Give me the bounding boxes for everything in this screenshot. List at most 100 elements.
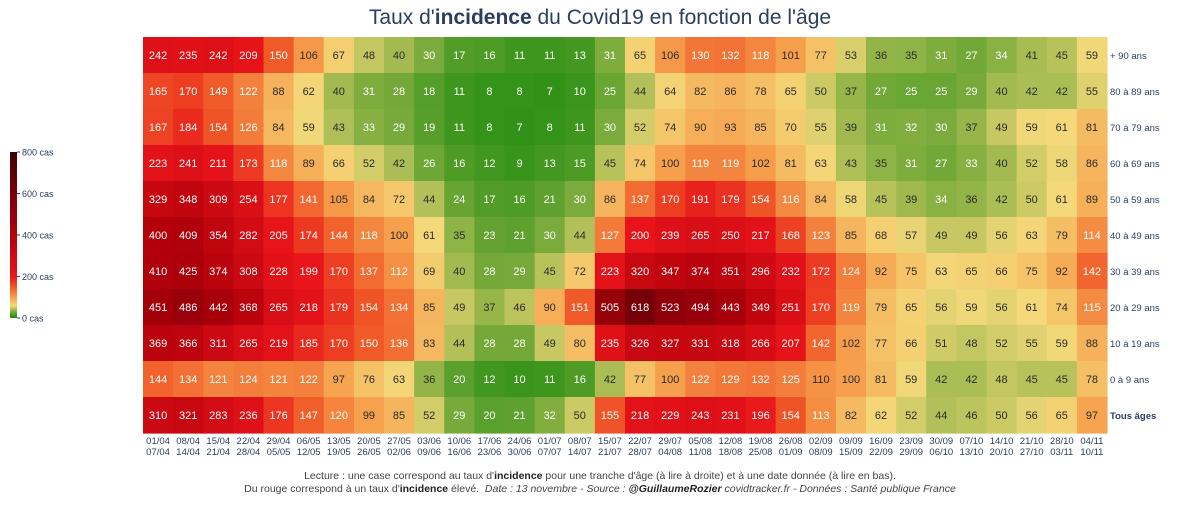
heatmap-cell xyxy=(263,361,295,398)
heatmap-cell xyxy=(323,217,355,254)
cell-value-label: 79 xyxy=(1056,230,1068,242)
heatmap-cell xyxy=(625,253,656,290)
cell-value-label: 232 xyxy=(782,266,800,278)
x-tick-label: 27/10 xyxy=(1020,447,1044,458)
cell-value-label: 327 xyxy=(661,338,679,350)
cell-value-label: 77 xyxy=(875,338,887,350)
cell-value-label: 320 xyxy=(631,266,649,278)
cell-value-label: 43 xyxy=(333,122,345,134)
heatmap-cell xyxy=(353,37,385,74)
cell-value-label: 309 xyxy=(209,194,227,206)
cell-value-label: 40 xyxy=(995,86,1007,98)
heatmap-cell xyxy=(715,325,747,362)
cell-value-label: 223 xyxy=(601,266,619,278)
x-tick-label: 21/10 xyxy=(1020,436,1044,447)
cell-value-label: 7 xyxy=(547,86,553,98)
heatmap-cell xyxy=(293,37,325,74)
cell-value-label: 61 xyxy=(423,230,435,242)
cell-value-label: 494 xyxy=(691,302,709,314)
cell-value-label: 218 xyxy=(631,410,649,422)
cell-value-label: 46 xyxy=(965,410,977,422)
heatmap-cell xyxy=(564,145,596,182)
cell-value-label: 149 xyxy=(209,86,227,98)
heatmap-cell xyxy=(715,289,747,326)
footer-line-1: Lecture : une case correspond au taux d'… xyxy=(304,470,896,482)
heatmap-cell xyxy=(1076,217,1108,254)
heatmap-cell xyxy=(233,109,265,146)
heatmap-cell xyxy=(1016,217,1048,254)
heatmap-cell xyxy=(986,145,1018,182)
cell-value-label: 30 xyxy=(544,230,556,242)
heatmap-cell xyxy=(384,181,415,218)
cell-value-label: 12 xyxy=(483,374,495,386)
heatmap-cell xyxy=(625,181,656,218)
cell-value-label: 44 xyxy=(574,230,586,242)
cell-value-label: 231 xyxy=(721,410,739,422)
heatmap-cell xyxy=(203,37,234,74)
heatmap-cell xyxy=(293,289,325,326)
cell-value-label: 618 xyxy=(631,302,649,314)
heatmap-cell xyxy=(745,181,777,218)
heatmap-cell xyxy=(353,109,385,146)
heatmap-cell xyxy=(263,181,295,218)
cell-value-label: 37 xyxy=(965,122,977,134)
cell-value-label: 200 xyxy=(631,230,649,242)
heatmap-cell xyxy=(594,217,626,254)
heatmap-cell xyxy=(956,361,988,398)
heatmap-cell xyxy=(775,109,807,146)
heatmap-cell xyxy=(384,217,415,254)
cell-value-label: 44 xyxy=(634,86,646,98)
heatmap-cell xyxy=(1016,109,1048,146)
cell-value-label: 326 xyxy=(631,338,649,350)
x-tick-label: 28/07 xyxy=(628,447,652,458)
y-tick-label: Tous âges xyxy=(1110,411,1156,422)
heatmap-cell xyxy=(414,145,445,182)
cell-value-label: 154 xyxy=(751,194,769,206)
cell-value-label: 93 xyxy=(724,122,736,134)
heatmap-cell xyxy=(173,109,204,146)
cell-value-label: 70 xyxy=(785,122,797,134)
cell-value-label: 112 xyxy=(390,266,408,278)
cell-value-label: 348 xyxy=(179,194,197,206)
heatmap-cell xyxy=(986,253,1018,290)
x-tick-label: 29/09 xyxy=(899,447,923,458)
cell-value-label: 65 xyxy=(965,266,977,278)
heatmap-cell xyxy=(1046,361,1078,398)
cell-value-label: 86 xyxy=(604,194,616,206)
cell-value-label: 40 xyxy=(453,266,465,278)
cell-value-label: 196 xyxy=(751,410,769,422)
heatmap-cell xyxy=(414,325,445,362)
heatmap-cell xyxy=(203,181,234,218)
heatmap-cell xyxy=(293,181,325,218)
cell-value-label: 250 xyxy=(721,230,739,242)
cell-value-label: 409 xyxy=(179,230,197,242)
heatmap-cell xyxy=(775,289,807,326)
cell-value-label: 150 xyxy=(269,50,287,62)
cell-value-label: 81 xyxy=(1086,122,1098,134)
cell-value-label: 99 xyxy=(363,410,375,422)
heatmap-cell xyxy=(956,397,988,434)
x-tick-label: 07/07 xyxy=(538,447,562,458)
heatmap-cell xyxy=(474,109,506,146)
cell-value-label: 84 xyxy=(272,122,284,134)
heatmap-cell xyxy=(414,217,445,254)
cell-value-label: 11 xyxy=(454,86,465,98)
cell-value-label: 58 xyxy=(845,194,857,206)
heatmap-cell xyxy=(835,361,867,398)
heatmap-cell xyxy=(444,181,475,218)
heatmap-cell xyxy=(444,325,475,362)
heatmap-cell xyxy=(203,109,234,146)
cell-value-label: 16 xyxy=(453,158,465,170)
heatmap-cell xyxy=(534,397,566,434)
cell-value-label: 74 xyxy=(664,122,676,134)
cell-value-label: 235 xyxy=(179,50,197,62)
cell-value-label: 39 xyxy=(845,122,857,134)
heatmap-cell xyxy=(203,253,234,290)
heatmap-cell xyxy=(504,145,536,182)
cell-value-label: 59 xyxy=(1086,50,1098,62)
cell-value-label: 211 xyxy=(210,158,228,170)
cell-value-label: 31 xyxy=(363,86,375,98)
heatmap-cell xyxy=(143,217,174,254)
cell-value-label: 119 xyxy=(842,302,860,314)
heatmap-cell xyxy=(173,397,204,434)
